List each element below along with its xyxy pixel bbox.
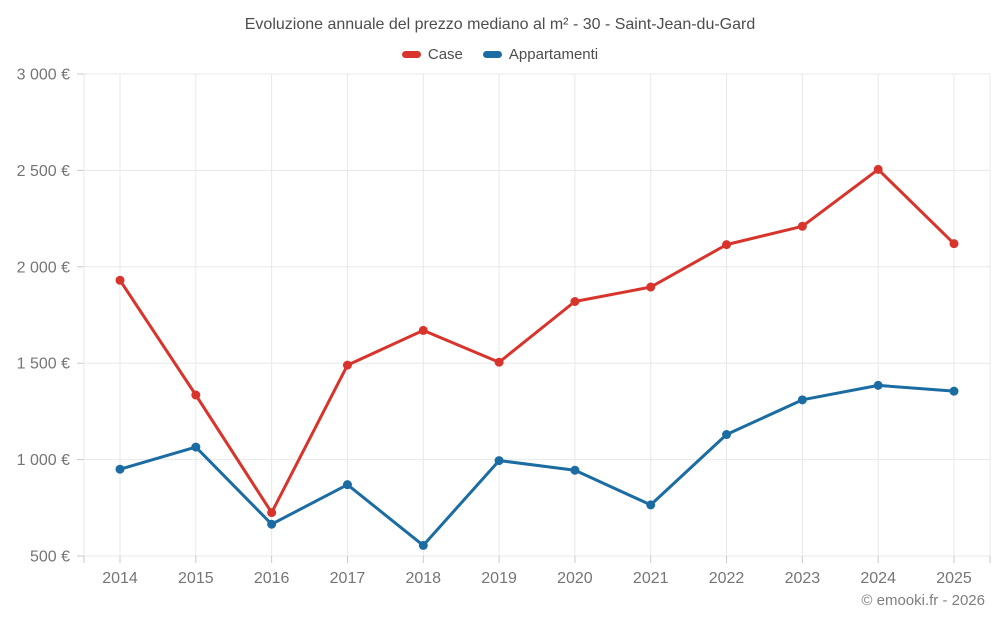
legend-item-appartamenti[interactable]: Appartamenti — [482, 46, 599, 63]
y-tick-label: 3 000 € — [17, 67, 70, 84]
appartamenti-point-2016[interactable] — [267, 519, 277, 529]
case-point-2023[interactable] — [797, 221, 807, 231]
legend-item-case[interactable]: Case — [401, 46, 463, 63]
chart-legend: Case Appartamenti — [0, 46, 1000, 63]
x-tick-label: 2015 — [178, 570, 214, 587]
y-tick-label: 500 € — [30, 549, 70, 566]
case-point-2018[interactable] — [418, 325, 428, 335]
case-point-2014[interactable] — [115, 275, 125, 285]
x-tick-label: 2016 — [254, 570, 290, 587]
x-tick-label: 2014 — [102, 570, 138, 587]
case-point-2022[interactable] — [722, 240, 732, 250]
x-tick-label: 2022 — [709, 570, 745, 587]
legend-label-appartamenti: Appartamenti — [508, 46, 599, 63]
x-tick-label: 2024 — [860, 570, 896, 587]
appartamenti-point-2025[interactable] — [949, 386, 959, 396]
appartamenti-point-2022[interactable] — [722, 430, 732, 440]
x-tick-label: 2017 — [330, 570, 366, 587]
appartamenti-line — [118, 383, 956, 547]
x-tick-label: 2021 — [633, 570, 669, 587]
legend-label-case: Case — [427, 46, 463, 63]
appartamenti-point-2017[interactable] — [342, 480, 352, 490]
y-tick-label: 2 000 € — [17, 259, 70, 276]
appartamenti-color-swatch — [482, 51, 502, 58]
x-tick-label: 2018 — [405, 570, 441, 587]
case-point-2016[interactable] — [267, 508, 277, 518]
case-line — [118, 167, 956, 515]
case-point-2021[interactable] — [646, 282, 656, 292]
appartamenti-point-2018[interactable] — [418, 540, 428, 550]
case-point-2019[interactable] — [494, 357, 504, 367]
x-tick-label: 2020 — [557, 570, 593, 587]
y-tick-label: 2 500 € — [17, 163, 70, 180]
case-point-2015[interactable] — [191, 390, 201, 400]
appartamenti-point-2021[interactable] — [646, 500, 656, 510]
appartamenti-point-2020[interactable] — [570, 465, 580, 475]
case-color-swatch — [401, 51, 421, 58]
x-tick-label: 2025 — [936, 570, 972, 587]
case-point-2025[interactable] — [949, 239, 959, 249]
copyright-attribution: © emooki.fr - 2026 — [861, 592, 985, 609]
appartamenti-point-2024[interactable] — [873, 380, 883, 390]
case-point-2017[interactable] — [342, 360, 352, 370]
x-tick-label: 2023 — [785, 570, 821, 587]
appartamenti-point-2015[interactable] — [191, 442, 201, 452]
appartamenti-point-2023[interactable] — [797, 395, 807, 405]
y-tick-label: 1 000 € — [17, 452, 70, 469]
case-point-2024[interactable] — [873, 164, 883, 174]
y-tick-label: 1 500 € — [17, 356, 70, 373]
appartamenti-point-2014[interactable] — [115, 464, 125, 474]
appartamenti-point-2019[interactable] — [494, 456, 504, 466]
chart-title: Evoluzione annuale del prezzo mediano al… — [244, 16, 756, 33]
case-point-2020[interactable] — [570, 297, 580, 307]
x-tick-label: 2019 — [481, 570, 517, 587]
